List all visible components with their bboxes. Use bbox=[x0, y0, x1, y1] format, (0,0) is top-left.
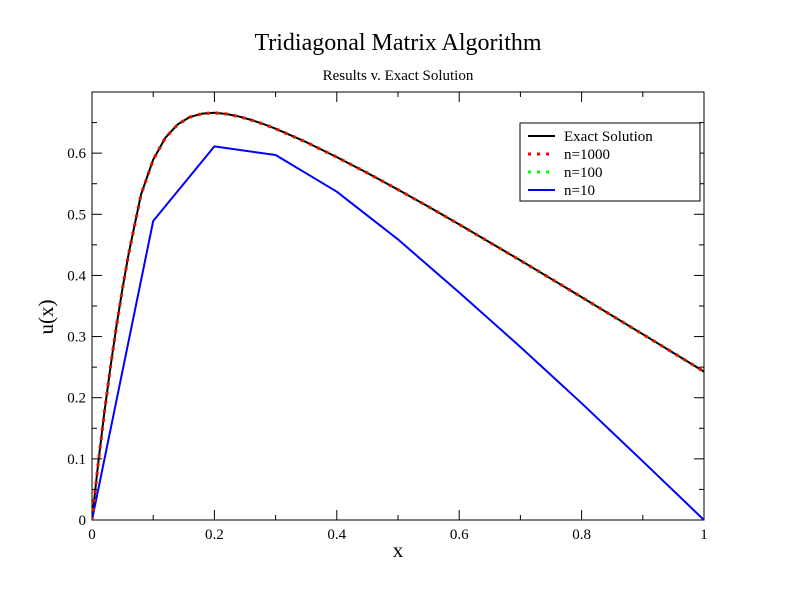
legend-label: n=10 bbox=[564, 183, 595, 199]
x-axis-label: x bbox=[393, 538, 404, 562]
x-tick-label: 0.6 bbox=[450, 527, 469, 543]
legend-label: n=1000 bbox=[564, 147, 610, 163]
legend-items: Exact Solution n=1000 n=100 n=10 bbox=[528, 129, 653, 199]
series-line-n-10 bbox=[92, 145, 704, 520]
y-tick-label: 0.1 bbox=[67, 452, 86, 468]
x-tick-label: 0.2 bbox=[205, 527, 224, 543]
chart-title: Tridiagonal Matrix Algorithm bbox=[254, 30, 541, 56]
series-line-n-1000 bbox=[92, 111, 704, 520]
legend-label: n=100 bbox=[564, 165, 602, 181]
x-tick-label: 0 bbox=[88, 527, 96, 543]
y-tick-label: 0.4 bbox=[67, 268, 86, 284]
series-layer bbox=[92, 111, 704, 520]
y-tick-label: 0.2 bbox=[67, 391, 86, 407]
x-tick-label: 0.4 bbox=[327, 527, 346, 543]
y-tick-label: 0.6 bbox=[67, 146, 86, 162]
y-tick-label: 0.3 bbox=[67, 330, 86, 346]
tick-labels-layer: 0 0.2 0.4 0.6 0.8 1 0 0.1 0.2 0.3 0.4 0.5 0.6 bbox=[67, 146, 708, 543]
y-axis-label: u(x) bbox=[34, 300, 58, 335]
x-tick-label: 1 bbox=[700, 527, 708, 543]
chart-subtitle: Results v. Exact Solution bbox=[323, 68, 474, 84]
legend: Exact Solution n=1000 n=100 n=10 bbox=[519, 122, 701, 202]
y-tick-label: 0 bbox=[79, 513, 87, 529]
y-tick-label: 0.5 bbox=[67, 207, 86, 223]
legend-label: Exact Solution bbox=[564, 129, 653, 145]
x-tick-label: 0.8 bbox=[572, 527, 591, 543]
